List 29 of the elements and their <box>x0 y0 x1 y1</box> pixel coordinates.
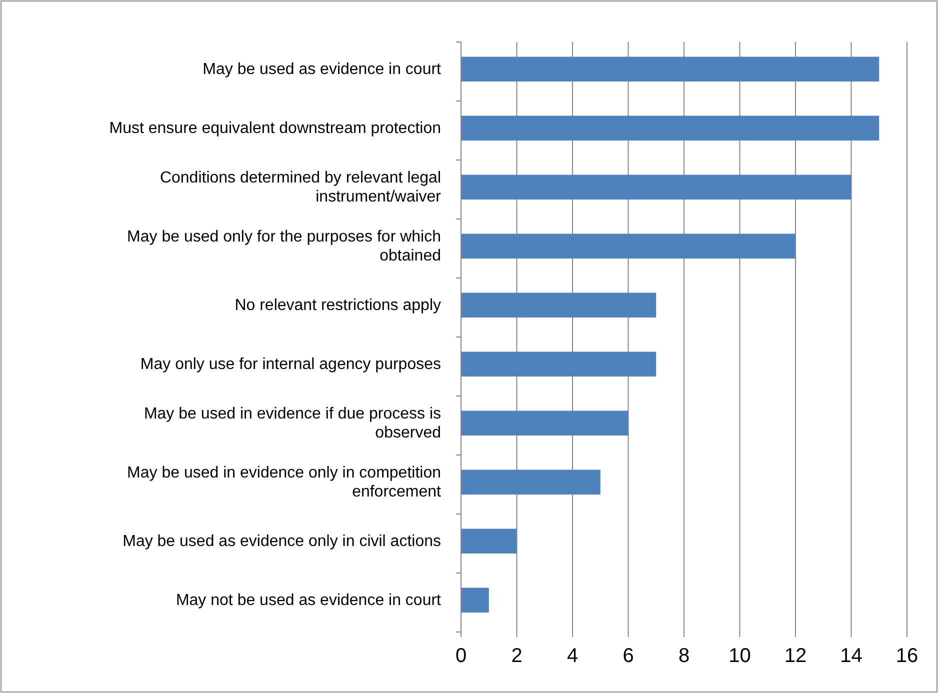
bar <box>461 292 656 318</box>
y-tick-label: No relevant restrictions apply <box>234 297 441 314</box>
y-tick-label: May be used only for the purposes for which obtained <box>127 228 441 265</box>
x-tick-label: 4 <box>566 645 578 667</box>
x-tick-label: 10 <box>728 645 751 667</box>
x-tick-label: 0 <box>455 645 467 667</box>
bar <box>461 234 796 259</box>
y-tick-label: May be used as evidence in court <box>202 61 442 78</box>
x-tick-label: 14 <box>840 645 862 667</box>
x-tick-label: 12 <box>784 645 807 667</box>
bar <box>461 528 517 554</box>
bar <box>461 116 880 141</box>
y-tick-label: Must ensure equivalent downstream protection <box>109 120 441 138</box>
bar <box>461 588 489 613</box>
bar <box>461 410 628 436</box>
bar <box>461 56 880 82</box>
bar <box>461 352 656 377</box>
x-tick-label: 2 <box>511 645 522 667</box>
x-tick-label: 16 <box>896 645 918 667</box>
y-tick-label: May not be used as evidence in court <box>176 592 442 610</box>
x-tick-label: 6 <box>622 645 634 667</box>
y-tick-label: May be used in evidence if due process is observed <box>144 406 441 442</box>
bar <box>461 470 600 495</box>
bar <box>461 174 852 200</box>
y-tick-label: Conditions determined by relevant legal instrument/waiver <box>160 170 442 206</box>
y-tick-label: May be used as evidence only in civil actions <box>122 533 441 550</box>
x-tick-label: 8 <box>678 645 690 667</box>
y-tick-label: May only use for internal agency purposes <box>140 356 441 374</box>
y-tick-label: May be used in evidence only in competition enforcement <box>127 464 442 501</box>
